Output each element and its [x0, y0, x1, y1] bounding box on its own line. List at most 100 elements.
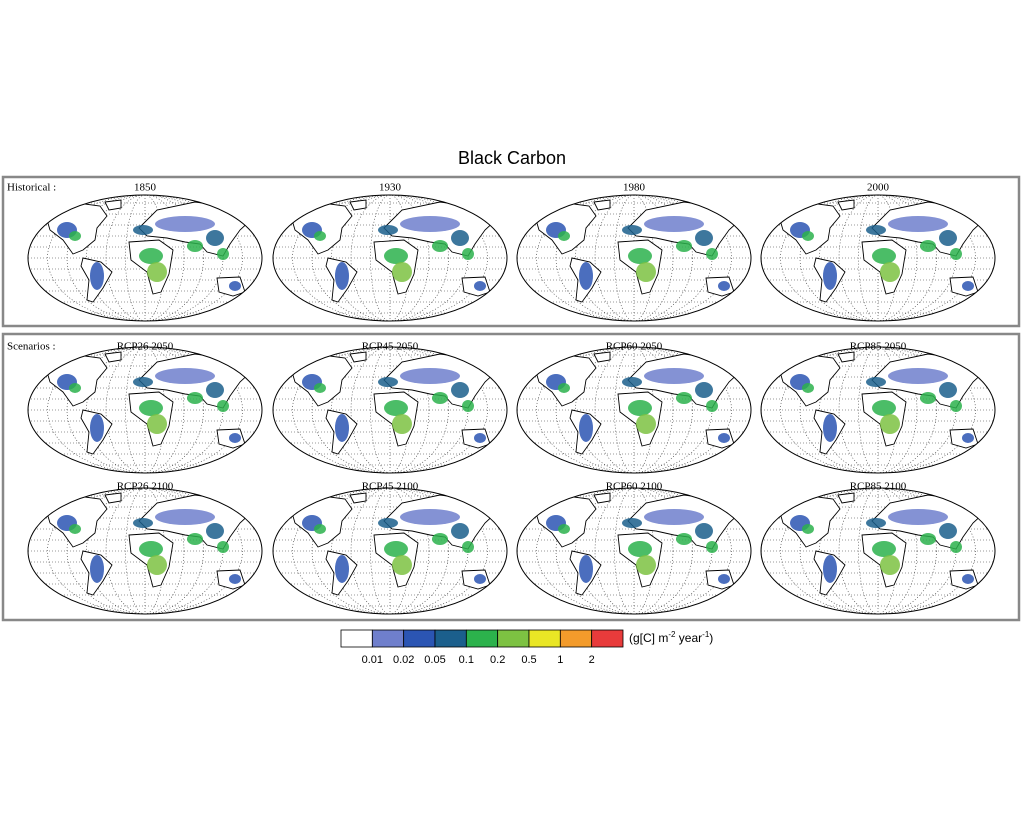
- meridian: [331, 347, 449, 473]
- emission-area: [628, 400, 652, 416]
- emission-area: [155, 368, 215, 384]
- legend-swatch: [403, 629, 436, 648]
- legend-swatch: [559, 629, 593, 648]
- meridian: [350, 488, 430, 614]
- emission-area: [695, 230, 713, 246]
- section-label: Historical :: [7, 182, 56, 194]
- meridian: [105, 195, 185, 321]
- map-body: [273, 347, 507, 473]
- emission-area: [314, 231, 326, 241]
- meridian: [819, 347, 937, 473]
- unit-part: -1: [702, 630, 710, 639]
- emission-area: [217, 541, 229, 553]
- emission-area: [217, 248, 229, 260]
- emission-area: [229, 281, 241, 291]
- emission-area: [462, 541, 474, 553]
- legend-swatch: [434, 629, 467, 648]
- emission-area: [451, 382, 469, 398]
- emission-area: [384, 541, 408, 557]
- emission-area: [155, 216, 215, 232]
- map-outline: [27, 346, 263, 474]
- legend-swatch: [497, 629, 530, 648]
- legend-tick-label: 0.01: [362, 654, 383, 666]
- panel-title: 1930: [379, 182, 402, 194]
- meridian: [86, 488, 204, 614]
- emission-area: [622, 225, 642, 235]
- emission-area: [335, 262, 349, 290]
- emission-area: [939, 523, 957, 539]
- emission-area: [676, 240, 692, 252]
- emission-area: [378, 518, 398, 528]
- emission-area: [888, 216, 948, 232]
- emission-area: [950, 400, 962, 412]
- unit-part: (g[C] m: [629, 631, 668, 645]
- meridian: [350, 347, 430, 473]
- emission-area: [462, 400, 474, 412]
- emission-area: [474, 281, 486, 291]
- emission-area: [706, 541, 718, 553]
- section-label: Scenarios :: [7, 341, 56, 353]
- emission-area: [880, 414, 900, 434]
- emission-area: [880, 262, 900, 282]
- emission-area: [628, 248, 652, 264]
- map-body: [517, 347, 751, 473]
- landmass: [104, 492, 122, 504]
- emission-area: [217, 400, 229, 412]
- emission-area: [644, 509, 704, 525]
- legend-tick-label: 0.05: [424, 654, 445, 666]
- emission-area: [335, 414, 349, 442]
- legend-tick-label: 2: [589, 654, 595, 666]
- emission-area: [384, 248, 408, 264]
- legend-swatch: [340, 629, 373, 648]
- emission-area: [133, 518, 153, 528]
- emission-area: [335, 555, 349, 583]
- landmass: [837, 492, 855, 504]
- world-map: [516, 194, 752, 322]
- world-map: [272, 487, 508, 615]
- map-body: [28, 347, 262, 473]
- map-outline: [27, 487, 263, 615]
- emission-area: [920, 392, 936, 404]
- emission-area: [962, 433, 974, 443]
- map-body: [28, 195, 262, 321]
- emission-area: [187, 392, 203, 404]
- meridian: [575, 488, 693, 614]
- emission-area: [400, 368, 460, 384]
- emission-area: [802, 231, 814, 241]
- panel-title: 1980: [623, 182, 646, 194]
- landmass: [837, 199, 855, 211]
- legend-unit: (g[C] m-2 year-1): [629, 630, 713, 645]
- emission-area: [133, 377, 153, 387]
- meridian: [47, 195, 243, 321]
- meridian: [536, 488, 732, 614]
- emission-area: [474, 433, 486, 443]
- emission-area: [636, 555, 656, 575]
- meridian: [292, 195, 488, 321]
- world-map: [272, 194, 508, 322]
- meridian: [331, 195, 449, 321]
- panel-title: RCP85 2100: [850, 481, 907, 493]
- emission-area: [962, 281, 974, 291]
- map-body: [517, 488, 751, 614]
- emission-area: [392, 414, 412, 434]
- emission-area: [872, 400, 896, 416]
- panel-title: 2000: [867, 182, 890, 194]
- world-map: [516, 346, 752, 474]
- emission-area: [888, 368, 948, 384]
- emission-area: [133, 225, 153, 235]
- meridian: [819, 195, 937, 321]
- map-body: [761, 488, 995, 614]
- meridian: [780, 195, 976, 321]
- meridian: [331, 488, 449, 614]
- world-map: [760, 194, 996, 322]
- meridian: [838, 195, 918, 321]
- map-body: [28, 488, 262, 614]
- emission-area: [378, 377, 398, 387]
- emission-area: [676, 392, 692, 404]
- panel-title: 1850: [134, 182, 157, 194]
- legend-tick-label: 1: [557, 654, 563, 666]
- emission-area: [802, 383, 814, 393]
- map-body: [273, 195, 507, 321]
- emission-area: [187, 533, 203, 545]
- emission-area: [676, 533, 692, 545]
